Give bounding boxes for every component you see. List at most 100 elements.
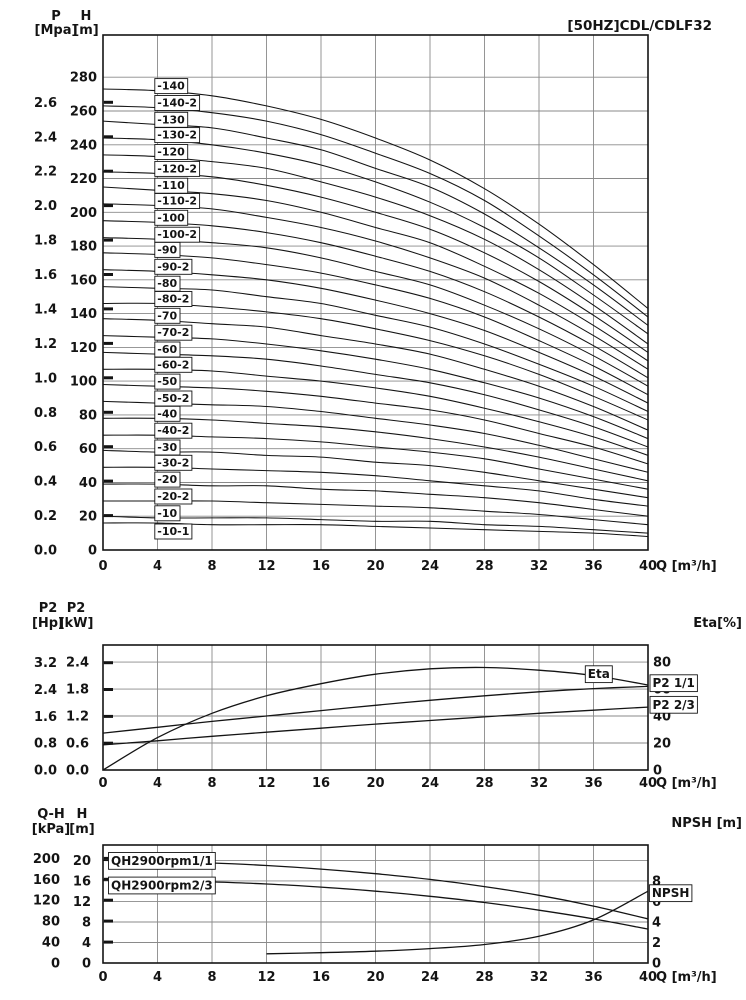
left-axis-title-outer: Q-H	[37, 807, 65, 822]
series-100	[103, 220, 648, 379]
y-tick-label: 4	[82, 936, 91, 951]
series-label-box	[154, 356, 193, 373]
y-tick-label: 200	[70, 206, 97, 221]
series-30	[103, 449, 648, 499]
series-label-text: QH2900rpm2/3	[111, 879, 213, 893]
series-label-box	[154, 160, 201, 177]
right-tick-label: 4	[652, 916, 661, 931]
series-label-text: -50	[157, 375, 177, 388]
y-tick-label: 0.0	[34, 544, 57, 559]
grid-lines	[103, 645, 648, 770]
series-30-2	[103, 466, 648, 507]
series-label: Eta	[584, 665, 613, 684]
x-tick-label: 20	[366, 970, 384, 985]
x-tick-label: 12	[257, 970, 275, 985]
series-label-text: -120-2	[157, 162, 197, 175]
series-label: -40	[154, 405, 181, 422]
x-axis-title: Q [m³/h]	[656, 970, 717, 985]
series-label-text: -130-2	[157, 129, 197, 142]
y-tick-label: 40	[42, 936, 60, 951]
x-tick-label: 4	[153, 776, 162, 791]
y-tick-label: 260	[70, 105, 97, 120]
series-label-box	[154, 488, 193, 505]
series-label: -110	[154, 177, 189, 194]
left-axis-title-outer: P	[51, 9, 61, 24]
series-label: -140-2	[154, 95, 201, 111]
chart-title: [50HZ]CDL/CDLF32	[567, 18, 712, 34]
series-label-text: -80	[157, 277, 177, 290]
series-label-box	[154, 291, 193, 307]
x-tick-label: 40	[639, 559, 657, 574]
series-label: -140	[154, 78, 189, 95]
series-label: -90-2	[154, 258, 193, 275]
x-tick-label: 4	[153, 970, 162, 985]
left-axis-unit-outer: [kPa]	[32, 822, 70, 837]
y-tick-label: 20	[79, 510, 97, 525]
y-tick-label: 0.2	[34, 509, 57, 524]
y-tick-label: 140	[70, 307, 97, 322]
series-label-box	[108, 876, 216, 895]
plot-frame	[102, 844, 649, 964]
head-capacity-chart: P [Mpa] 0.0 0.2 0.4 0.6 0.8 1.0 1.2 1.4 1.6 1.8 2.0 2…	[34, 9, 717, 574]
series-80	[103, 286, 648, 412]
series-label: -130-2	[154, 127, 201, 144]
series-label-text: -140-2	[157, 97, 197, 110]
left-axis-title-inner: P2	[67, 601, 86, 616]
series-label-box	[154, 209, 189, 226]
series-label-text: -110	[157, 179, 185, 192]
y-tick-label: 0.4	[34, 475, 57, 490]
x-tick-label: 28	[475, 970, 493, 985]
x-tick-label: 12	[257, 776, 275, 791]
series-50	[103, 383, 648, 465]
series-label-box	[154, 523, 193, 540]
series-p2-2-3	[103, 706, 648, 746]
series-10	[103, 515, 648, 534]
series-label: -20	[154, 471, 181, 488]
series-60	[103, 351, 648, 448]
x-tick-label: 0	[98, 559, 107, 574]
x-tick-label: 36	[584, 776, 602, 791]
series-npsh	[266, 890, 648, 955]
y-tick-label: 2.4	[66, 656, 89, 671]
series-label-box	[648, 884, 693, 903]
y-tick-label: 0.0	[66, 764, 89, 779]
y-tick-label: 0.6	[34, 440, 57, 455]
y-tick-label: 160	[33, 873, 60, 888]
series-label-box	[154, 505, 181, 522]
series-label-box	[154, 258, 193, 275]
qh-npsh-chart: Q-H [kPa] 0 40 80 120 160 200 H [m] 0 4 8 12 16 20 NPSH …	[0, 800, 746, 1000]
y-tick-label: 0.0	[34, 764, 57, 779]
series-label-text: P2 1/1	[653, 676, 695, 690]
x-tick-label: 0	[98, 776, 107, 791]
series-50-2	[103, 400, 648, 473]
y-tick-label: 1.8	[66, 683, 89, 698]
y-tick-label: 0.6	[66, 737, 89, 752]
series-label: -120-2	[154, 160, 201, 177]
x-tick-label: 12	[257, 559, 275, 574]
left-axis-title-inner: H	[81, 9, 92, 24]
left-axis-unit-outer: [Hp]	[32, 616, 64, 631]
y-tick-label: 2.4	[34, 683, 57, 698]
x-tick-label: 28	[475, 559, 493, 574]
series-label-text: P2 2/3	[653, 698, 695, 712]
series-130	[103, 120, 648, 326]
series-label: -10-1	[154, 523, 193, 540]
y-tick-label: 2.6	[34, 96, 57, 111]
y-tick-label: 1.0	[34, 371, 57, 386]
series-label: -100	[154, 209, 189, 226]
series-label: -70	[154, 307, 181, 324]
x-tick-label: 24	[421, 776, 439, 791]
series-label-text: -30-2	[157, 456, 189, 469]
series-label: NPSH	[648, 884, 693, 903]
series-label-text: -100-2	[157, 228, 197, 241]
series-label-text: -80-2	[157, 293, 189, 306]
series-label: -60	[154, 341, 181, 358]
head-capacity-chart-svg: P[Mpa] 0.0 0.2 0.4 0.6 0.8 1.0 1.2 1.4 1.6 1.8 2.0 2…	[34, 9, 717, 574]
right-tick-label: 20	[653, 737, 671, 752]
series-140	[103, 88, 648, 309]
x-tick-label: 32	[530, 970, 548, 985]
x-tick-label: 16	[312, 559, 330, 574]
right-tick-label: 6	[652, 895, 661, 910]
x-tick-label: 0	[98, 970, 107, 985]
